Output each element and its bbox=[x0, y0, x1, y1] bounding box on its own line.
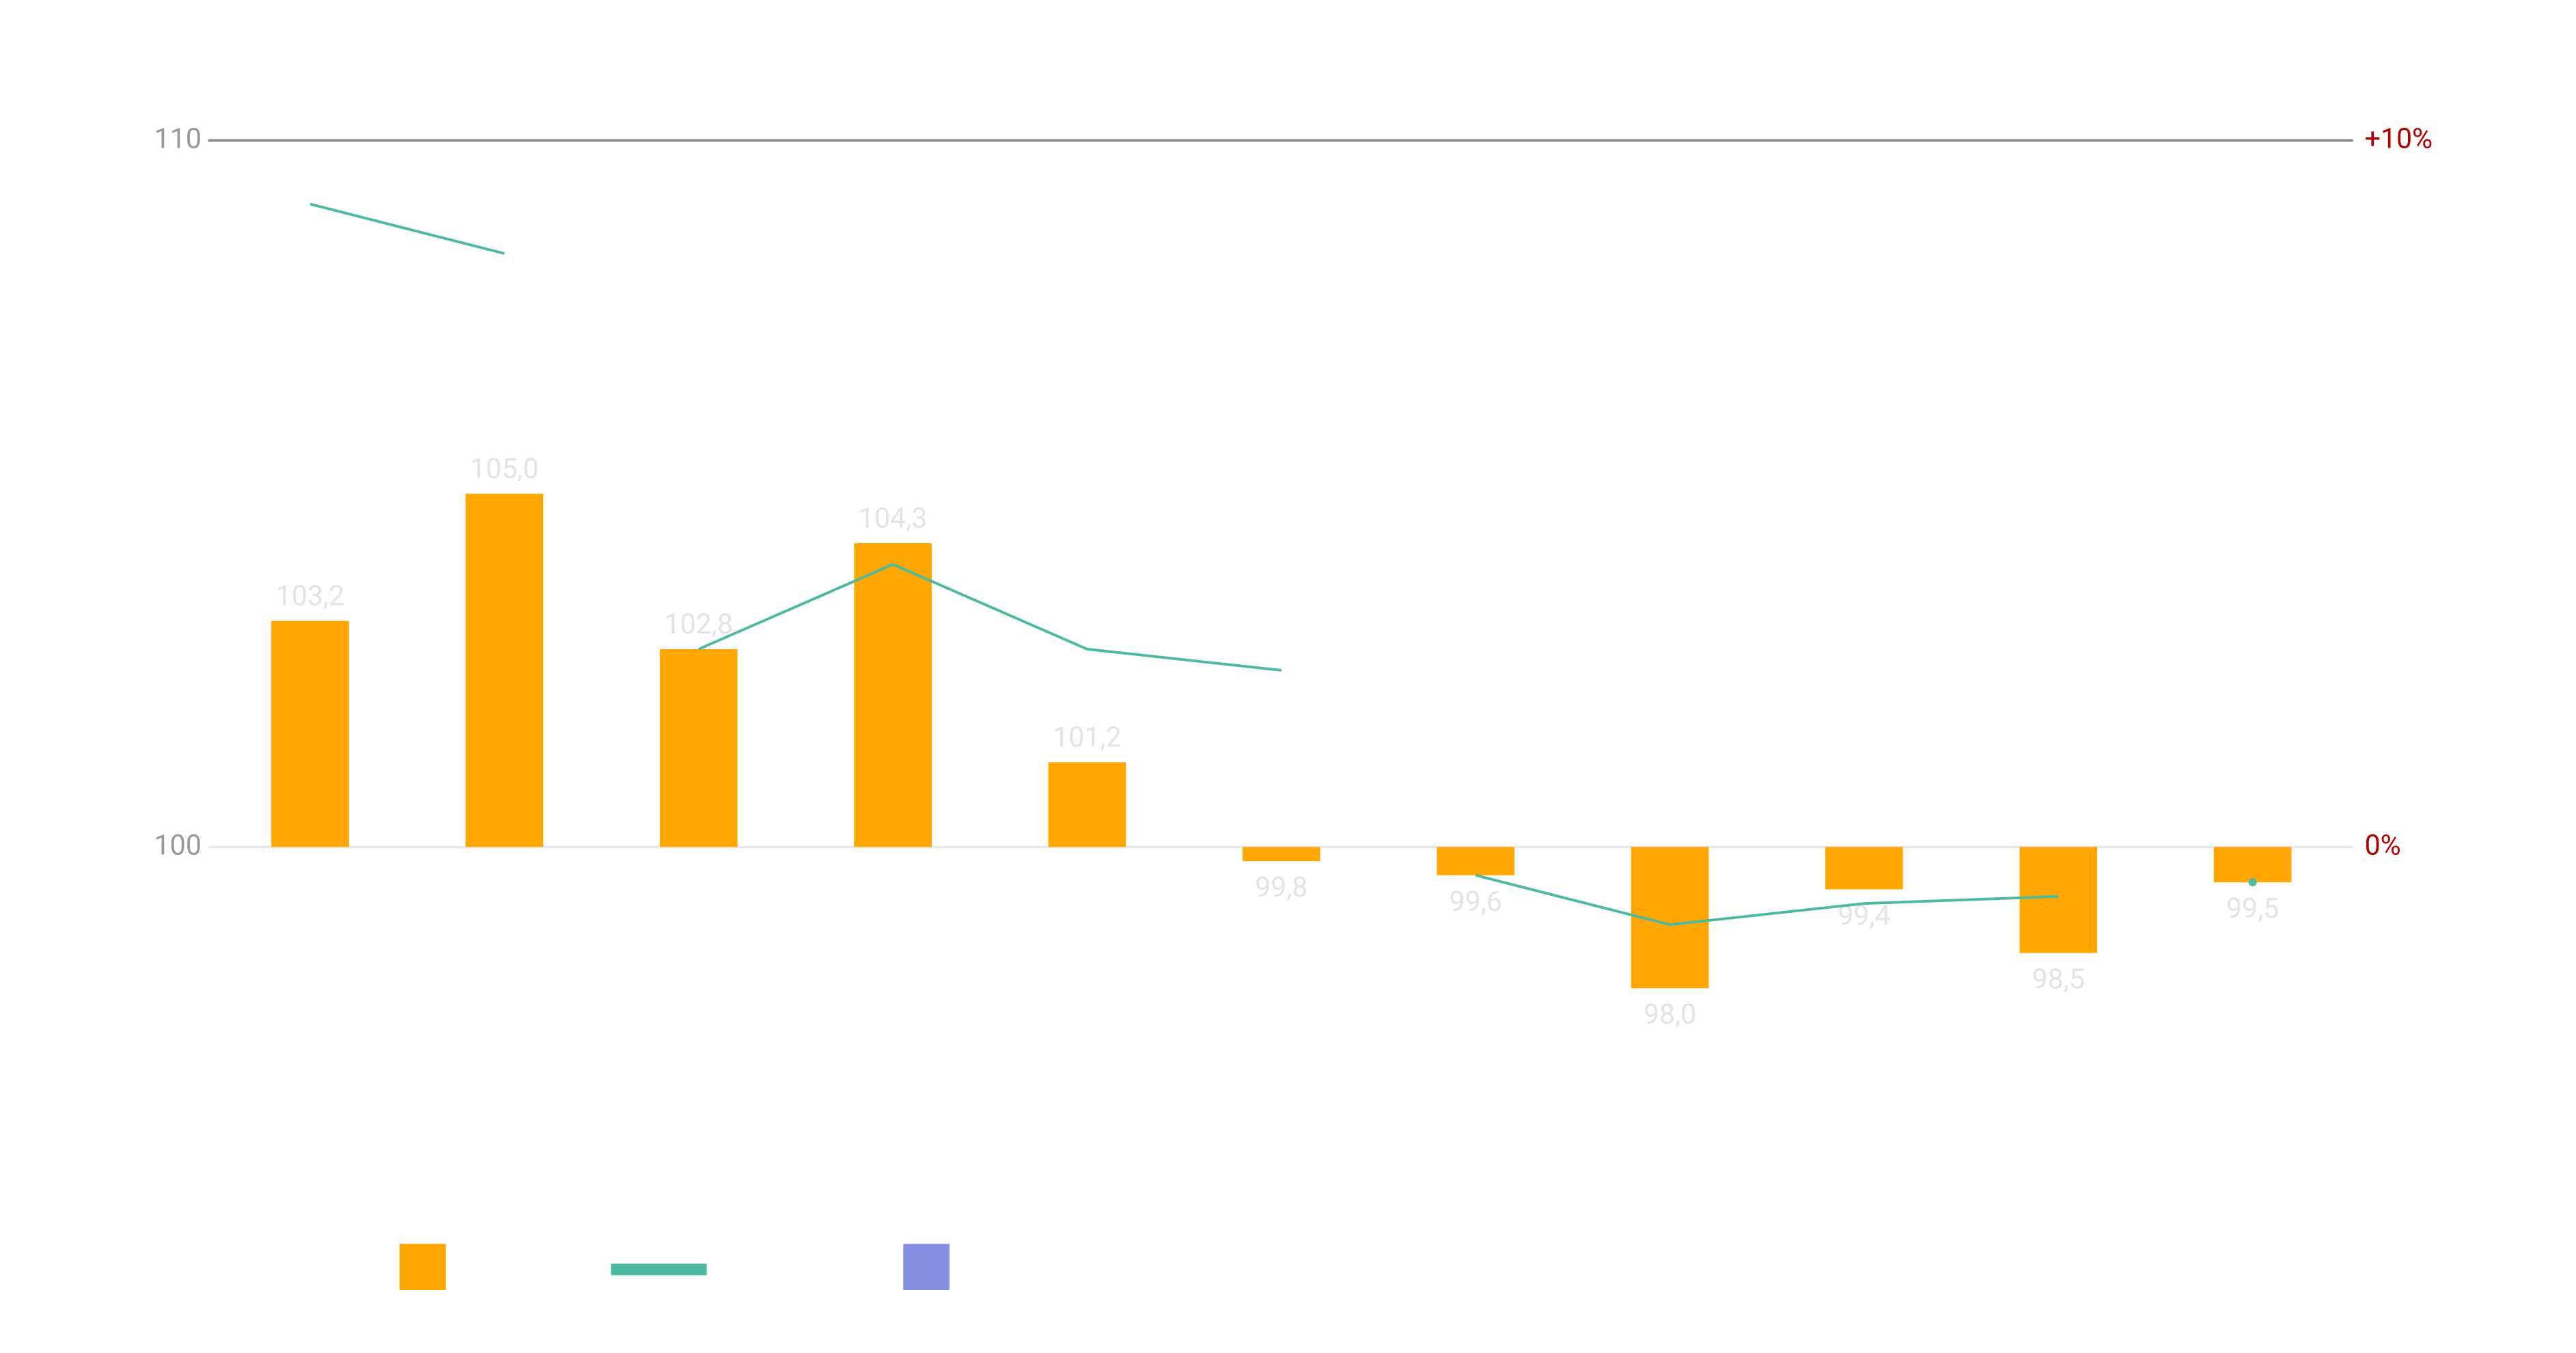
y2-tick-label: +10% bbox=[2365, 122, 2433, 155]
bar bbox=[271, 620, 349, 847]
y-tick-label: 110 bbox=[154, 122, 202, 155]
bar bbox=[1243, 847, 1320, 862]
bar bbox=[659, 648, 738, 847]
bar bbox=[1437, 847, 1515, 875]
value-label: 99,5 bbox=[2226, 892, 2279, 925]
bar bbox=[1048, 762, 1126, 847]
value-label: 98,5 bbox=[2032, 963, 2085, 996]
line-point bbox=[2248, 878, 2257, 887]
y-tick-label: 100 bbox=[154, 829, 202, 862]
y2-tick-label: 0% bbox=[2365, 829, 2401, 862]
line bbox=[697, 562, 1282, 672]
value-label: 105,0 bbox=[470, 453, 538, 486]
line bbox=[1475, 873, 2059, 927]
bar bbox=[1825, 847, 1903, 890]
value-label: 101,2 bbox=[1053, 721, 1121, 754]
value-label: 98,0 bbox=[1644, 998, 1696, 1031]
value-label: 102,8 bbox=[665, 608, 733, 641]
value-label: 99,6 bbox=[1450, 886, 1502, 918]
value-label: 103,2 bbox=[276, 580, 344, 613]
legend-swatch bbox=[399, 1244, 446, 1291]
bar bbox=[854, 543, 932, 847]
legend-swatch bbox=[611, 1263, 707, 1276]
bar bbox=[465, 493, 544, 847]
value-label: 99,8 bbox=[1255, 871, 1307, 904]
bar bbox=[2019, 847, 2098, 953]
value-label: 104,3 bbox=[859, 502, 927, 535]
line bbox=[309, 202, 505, 255]
legend-swatch bbox=[903, 1244, 950, 1291]
bar bbox=[2213, 847, 2292, 883]
